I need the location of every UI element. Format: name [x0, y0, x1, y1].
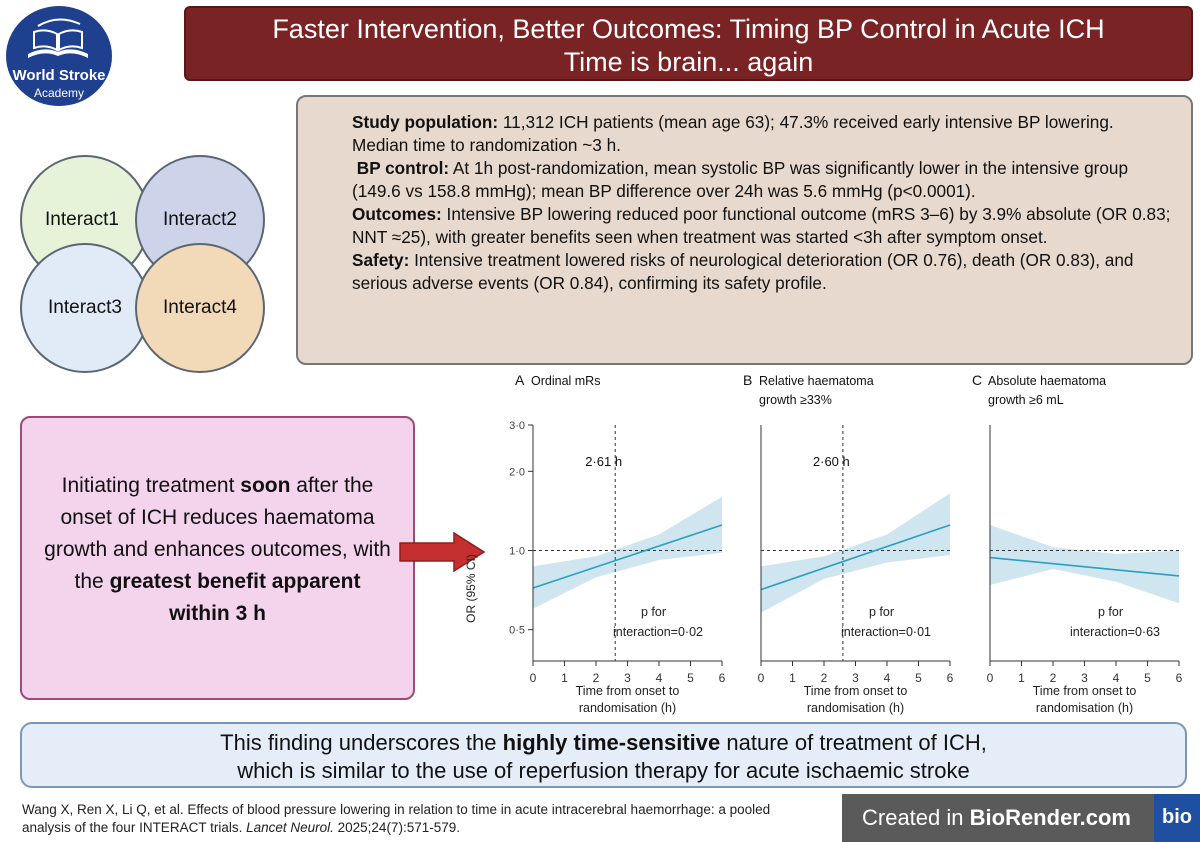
confidence-band	[990, 525, 1179, 604]
median-time-label: 2·60 h	[813, 454, 850, 469]
panel-title: Relative haematoma	[759, 374, 874, 388]
x-tick-label: 4	[1113, 671, 1120, 685]
x-tick-label: 6	[1176, 671, 1183, 685]
logo-subtitle: Academy	[33, 86, 85, 100]
panel-letter: B	[743, 372, 752, 388]
x-axis-label: Time from onset to	[1033, 684, 1137, 698]
conclusion-line1: This finding underscores the highly time…	[220, 730, 987, 755]
summary-outcomes: Outcomes: Intensive BP lowering reduced …	[352, 204, 1171, 247]
panel-title: growth ≥6 mL	[988, 393, 1064, 407]
y-tick-label: 1·0	[509, 545, 525, 557]
key-message-box: Initiating treatment soon after the onse…	[20, 416, 415, 700]
x-tick-label: 0	[530, 671, 537, 685]
x-tick-label: 1	[789, 671, 796, 685]
estimate-line	[760, 524, 951, 591]
p-interaction-value: interaction=0·63	[1070, 625, 1160, 639]
x-tick-label: 3	[1081, 671, 1088, 685]
x-tick-label: 5	[1144, 671, 1151, 685]
x-tick-label: 4	[884, 671, 891, 685]
trial-label: Interact2	[163, 209, 237, 230]
title-banner: Faster Intervention, Better Outcomes: Ti…	[184, 6, 1193, 81]
x-axis-label: randomisation (h)	[579, 701, 676, 715]
biorender-logo-icon: bio	[1154, 794, 1200, 842]
p-interaction-value: interaction=0·02	[613, 625, 703, 639]
x-tick-label: 2	[821, 671, 828, 685]
x-tick-label: 6	[947, 671, 954, 685]
panel-title: growth ≥33%	[759, 393, 832, 407]
y-tick-label: 2·0	[509, 466, 525, 478]
x-axis-label: randomisation (h)	[807, 701, 904, 715]
study-summary-box: Study population: 11,312 ICH patients (m…	[296, 95, 1193, 365]
conclusion-box: This finding underscores the highly time…	[20, 722, 1187, 788]
citation: Wang X, Ren X, Li Q, et al. Effects of b…	[22, 802, 771, 835]
x-tick-label: 2	[1050, 671, 1057, 685]
x-axis-label: Time from onset to	[576, 684, 680, 698]
confidence-band	[533, 496, 722, 609]
biorender-credit[interactable]: Created in BioRender.com bio	[842, 794, 1200, 842]
x-tick-label: 0	[758, 671, 765, 685]
panel-letter: C	[972, 372, 982, 388]
median-time-label: 2·61 h	[585, 454, 622, 469]
x-tick-label: 3	[852, 671, 859, 685]
x-tick-label: 1	[1018, 671, 1025, 685]
conclusion-line2: which is similar to the use of reperfusi…	[237, 758, 970, 783]
world-stroke-academy-logo: World Stroke Academy	[6, 6, 112, 106]
x-tick-label: 1	[561, 671, 568, 685]
x-axis-label: randomisation (h)	[1036, 701, 1133, 715]
trial-label: Interact1	[45, 209, 119, 230]
trial-label: Interact4	[163, 297, 237, 318]
summary-bp-control: BP control: At 1h post-randomization, me…	[352, 158, 1129, 201]
panel-title: Ordinal mRs	[531, 374, 600, 388]
x-tick-label: 0	[987, 671, 994, 685]
title-line1: Faster Intervention, Better Outcomes: Ti…	[272, 14, 1105, 44]
arrow-right-icon	[399, 531, 486, 573]
confidence-band	[761, 493, 950, 613]
summary-safety: Safety: Intensive treatment lowered risk…	[352, 250, 1134, 293]
y-tick-label: 3·0	[509, 420, 525, 432]
panel-title: Absolute haematoma	[988, 374, 1106, 388]
x-axis-label: Time from onset to	[804, 684, 908, 698]
x-tick-label: 4	[656, 671, 663, 685]
panel-letter: A	[515, 372, 525, 388]
or-by-time-charts: A Ordinal mRs 2·61 h 3·0 2·0 1·0 0·5 OR (95% CI…	[464, 372, 1183, 715]
trial-circle-interact4: Interact4	[135, 243, 265, 373]
book-icon	[28, 18, 88, 58]
x-tick-label: 5	[687, 671, 694, 685]
y-tick-label: 0·5	[509, 625, 525, 637]
p-interaction-label: p for	[1098, 605, 1123, 619]
estimate-line	[989, 556, 1180, 577]
x-tick-label: 5	[915, 671, 922, 685]
trial-label: Interact3	[48, 297, 122, 318]
logo-name: World Stroke	[12, 67, 106, 84]
x-tick-label: 2	[593, 671, 600, 685]
p-interaction-value: interaction=0·01	[841, 625, 931, 639]
summary-population: Study population: 11,312 ICH patients (m…	[352, 112, 1114, 155]
estimate-line	[532, 524, 723, 589]
p-interaction-label: p for	[869, 605, 894, 619]
y-axis-label: OR (95% CI)	[464, 554, 478, 623]
trial-circle-interact3: Interact3	[20, 243, 150, 373]
x-tick-label: 6	[719, 671, 726, 685]
p-interaction-label: p for	[641, 605, 666, 619]
x-tick-label: 3	[624, 671, 631, 685]
title-line2: Time is brain... again	[563, 47, 814, 77]
biorender-text: Created in BioRender.com	[862, 805, 1131, 830]
